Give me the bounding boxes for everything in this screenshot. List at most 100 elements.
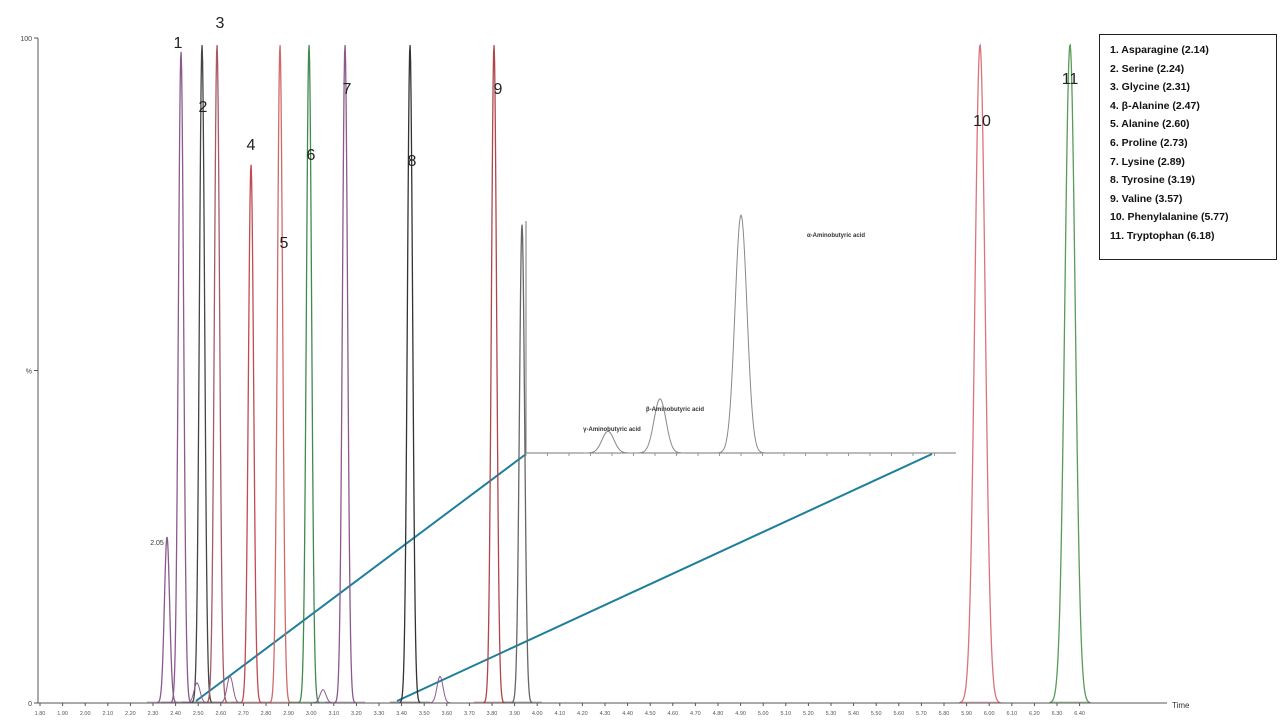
- legend-item: 11. Tryptophan (6.18): [1110, 229, 1215, 242]
- legend-item: 3. Glycine (2.31): [1110, 81, 1190, 94]
- zoom-connector-lines: [195, 453, 933, 702]
- x-tick-label: 5.00: [758, 711, 769, 717]
- inset-annotation: γ-Aminobutyric acid: [583, 427, 641, 433]
- x-tick-label: 3.00: [306, 711, 317, 717]
- peak-trace: [156, 536, 178, 704]
- legend-item: 5. Alanine (2.60): [1110, 118, 1190, 131]
- x-tick-label: 3.60: [441, 711, 452, 717]
- x-tick-label: 6.10: [1006, 711, 1017, 717]
- peak-trace: [959, 43, 1001, 704]
- peak-trace: [483, 45, 505, 704]
- x-tick-label: 4.30: [600, 711, 611, 717]
- peak-trace: [170, 51, 192, 704]
- x-tick-label: 4.10: [554, 711, 565, 717]
- minor-bump-trace: [311, 689, 335, 704]
- x-tick-label: 2.00: [80, 711, 91, 717]
- x-tick-label: 4.20: [577, 711, 588, 717]
- legend-item: 1. Asparagine (2.14): [1110, 44, 1209, 56]
- legend-item: 4. β-Alanine (2.47): [1110, 99, 1200, 112]
- peak-number-label: 8: [408, 153, 417, 170]
- legend-item: 9. Valine (3.57): [1110, 192, 1183, 205]
- peak-number-label: 7: [343, 81, 352, 98]
- x-tick-label: 4.70: [690, 711, 701, 717]
- peak-number-label: 6: [307, 147, 316, 164]
- x-tick-label: 2.50: [193, 711, 204, 717]
- minor-bump-trace: [218, 675, 242, 704]
- peak-number-label: 4: [247, 137, 256, 154]
- x-tick-label: 1.80: [35, 711, 46, 717]
- x-tick-label: 6.30: [1052, 711, 1063, 717]
- x-tick-label: 2.80: [261, 711, 272, 717]
- peak-labels: 1 2 3 4 5 6 7 8 9 10 11 2.05: [150, 15, 1078, 547]
- x-tick-label: 6.00: [984, 711, 995, 717]
- zoom-line-right: [396, 453, 933, 702]
- peak-number-label: 3: [216, 15, 225, 32]
- inset-peak-trace: [636, 398, 684, 454]
- x-tick-label: 4.40: [622, 711, 633, 717]
- x-tick-label: 2.20: [125, 711, 136, 717]
- x-tick-label: 3.40: [396, 711, 407, 717]
- minor-bump-trace: [185, 682, 209, 704]
- x-tick-label: 2.10: [102, 711, 113, 717]
- inset-zoom-panel: γ-Aminobutyric acid β-Aminobutyric acid α-…: [525, 214, 956, 456]
- inset-peak-trace: [584, 430, 632, 454]
- x-tick-label: 2.60: [215, 711, 226, 717]
- x-tick-label: 2.30: [148, 711, 159, 717]
- x-tick-label: 4.60: [667, 711, 678, 717]
- x-tick-label: 5.50: [871, 711, 882, 717]
- minor-peak-label: 2.05: [150, 540, 164, 547]
- peak-number-label: 9: [494, 81, 503, 98]
- x-tick-label: 6.40: [1074, 711, 1085, 717]
- axes: 100% 01.80 1.90 2.00 2.10 2.20 2.30 2.40 2.50 2.6…: [20, 36, 1167, 717]
- peak-number-label: 5: [280, 235, 289, 252]
- peak-trace: [240, 164, 262, 704]
- x-tick-label: 4.80: [713, 711, 724, 717]
- x-tick-label: 3.90: [509, 711, 520, 717]
- x-tick-label: 2.90: [283, 711, 294, 717]
- x-tick-label: 5.40: [848, 711, 859, 717]
- x-tick-label: 4.50: [645, 711, 656, 717]
- x-tick-label: 5.10: [780, 711, 791, 717]
- x-tick-label: 4.90: [735, 711, 746, 717]
- x-tick-label: 4.00: [532, 711, 543, 717]
- chromatogram-traces: [147, 43, 1091, 704]
- x-tick-label: 3.30: [374, 711, 385, 717]
- inset-annotation: α-Aminobutyric acid: [807, 233, 865, 239]
- x-tick-label: 1.90: [57, 711, 68, 717]
- x-tick-label: 3.20: [351, 711, 362, 717]
- minor-bump-trace: [428, 675, 452, 704]
- peak-trace: [511, 224, 533, 704]
- x-tick-label: 5.70: [916, 711, 927, 717]
- peak-trace: [334, 45, 356, 704]
- x-tick-label: 3.10: [328, 711, 339, 717]
- x-axis-label: Time: [1172, 701, 1190, 710]
- zoom-line-left: [195, 453, 527, 702]
- x-tick-label: 3.80: [487, 711, 498, 717]
- y-tick-label: 100: [20, 36, 32, 43]
- peak-trace: [298, 45, 320, 704]
- y-tick-label: %: [26, 369, 32, 376]
- x-tick-label: 6.20: [1029, 711, 1040, 717]
- x-tick-label: 5.20: [803, 711, 814, 717]
- x-tick-label: 5.30: [826, 711, 837, 717]
- x-tick-label: 5.60: [893, 711, 904, 717]
- y-tick-label: 0: [28, 701, 32, 708]
- legend-item: 6. Proline (2.73): [1110, 136, 1188, 149]
- legend-item: 8. Tyrosine (3.19): [1110, 174, 1196, 187]
- x-tick-label: 2.40: [170, 711, 181, 717]
- inset-peak-trace: [717, 214, 765, 454]
- x-tick-label: 5.80: [939, 711, 950, 717]
- x-tick-label: 2.70: [238, 711, 249, 717]
- x-tick-label: 3.50: [419, 711, 430, 717]
- legend-item: 7. Lysine (2.89): [1110, 155, 1185, 168]
- peak-trace: [269, 45, 291, 704]
- peak-trace: [206, 45, 228, 704]
- legend-item: 10. Phenylalanine (5.77): [1110, 211, 1229, 224]
- peak-number-label: 2: [199, 99, 208, 116]
- peak-trace: [1049, 43, 1091, 704]
- peak-trace: [399, 45, 421, 704]
- peak-number-label: 1: [174, 35, 183, 52]
- x-tick-label: 3.70: [464, 711, 475, 717]
- peak-number-label: 10: [973, 113, 991, 130]
